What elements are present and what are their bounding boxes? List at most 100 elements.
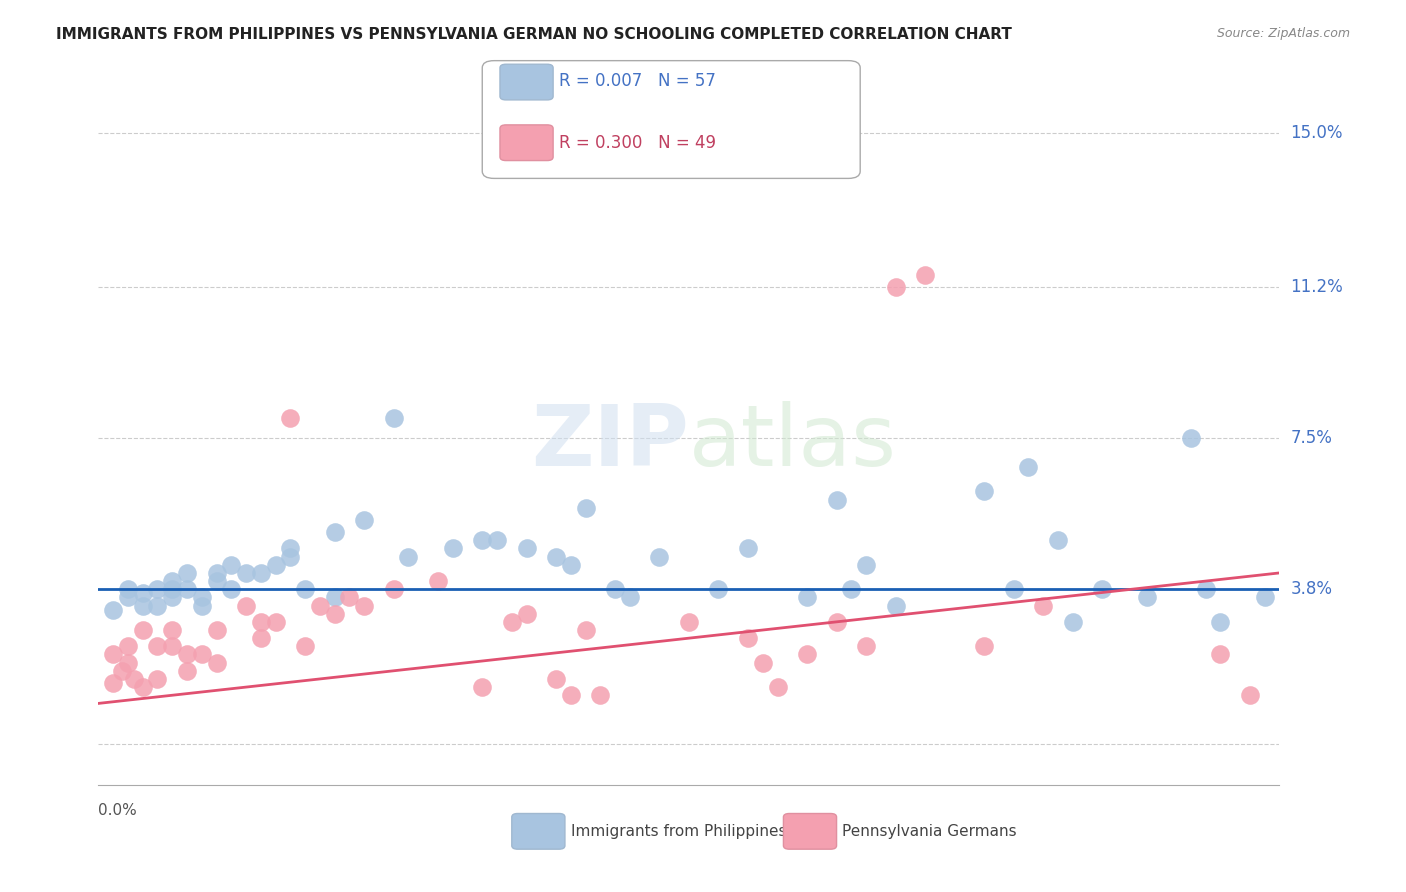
Point: [176, 664, 198, 678]
Point: [884, 280, 907, 294]
Point: [205, 574, 228, 588]
Point: [162, 574, 183, 588]
Point: [323, 591, 346, 605]
Point: [264, 558, 287, 572]
Point: [825, 615, 848, 629]
Point: [176, 648, 198, 662]
Point: [575, 500, 598, 515]
Point: [294, 582, 316, 597]
Point: [737, 631, 759, 645]
Text: IMMIGRANTS FROM PHILIPPINES VS PENNSYLVANIA GERMAN NO SCHOOLING COMPLETED CORREL: IMMIGRANTS FROM PHILIPPINES VS PENNSYLVA…: [56, 27, 1012, 42]
Point: [323, 525, 346, 540]
Point: [560, 558, 582, 572]
Point: [1018, 459, 1040, 474]
Point: [1046, 533, 1070, 548]
Text: 15.0%: 15.0%: [1291, 123, 1343, 142]
Point: [132, 680, 155, 694]
Point: [280, 411, 302, 425]
Point: [678, 615, 700, 629]
Point: [855, 640, 877, 654]
Point: [1195, 582, 1218, 597]
Point: [146, 672, 169, 686]
Point: [973, 484, 995, 499]
Point: [1209, 648, 1232, 662]
FancyBboxPatch shape: [501, 64, 553, 100]
Text: 3.8%: 3.8%: [1291, 580, 1333, 599]
Point: [353, 513, 375, 527]
Point: [176, 566, 198, 580]
Point: [486, 533, 509, 548]
Point: [471, 680, 494, 694]
Point: [146, 582, 169, 597]
Point: [191, 591, 214, 605]
Point: [250, 566, 273, 580]
Point: [382, 411, 405, 425]
Point: [103, 676, 125, 690]
FancyBboxPatch shape: [512, 814, 565, 849]
Point: [132, 586, 155, 600]
Point: [546, 549, 568, 564]
Point: [235, 599, 257, 613]
Point: [914, 268, 936, 283]
Point: [176, 582, 198, 597]
Point: [619, 591, 641, 605]
Point: [973, 640, 995, 654]
Point: [191, 648, 214, 662]
Point: [546, 672, 568, 686]
Point: [353, 599, 375, 613]
FancyBboxPatch shape: [501, 803, 1008, 856]
Point: [280, 549, 302, 564]
FancyBboxPatch shape: [482, 61, 860, 178]
Point: [294, 640, 316, 654]
Point: [205, 566, 228, 580]
Point: [441, 541, 464, 556]
Text: Immigrants from Philippines: Immigrants from Philippines: [571, 824, 786, 838]
Point: [117, 591, 139, 605]
Point: [575, 623, 598, 637]
Point: [1136, 591, 1159, 605]
Point: [1209, 615, 1232, 629]
Point: [471, 533, 494, 548]
FancyBboxPatch shape: [783, 814, 837, 849]
Point: [205, 656, 228, 670]
Point: [339, 591, 361, 605]
Point: [796, 648, 818, 662]
Text: atlas: atlas: [689, 401, 897, 484]
Point: [1254, 591, 1277, 605]
Text: 11.2%: 11.2%: [1291, 278, 1343, 296]
Point: [122, 672, 145, 686]
Point: [323, 607, 346, 621]
FancyBboxPatch shape: [501, 125, 553, 161]
Text: R = 0.300   N = 49: R = 0.300 N = 49: [560, 134, 716, 152]
Point: [1002, 582, 1025, 597]
Point: [648, 549, 671, 564]
Point: [162, 582, 183, 597]
Text: 0.0%: 0.0%: [98, 803, 138, 818]
Point: [1239, 688, 1261, 702]
Point: [766, 680, 789, 694]
Point: [841, 582, 863, 597]
Point: [589, 688, 612, 702]
Point: [796, 591, 818, 605]
Point: [250, 631, 273, 645]
Point: [235, 566, 257, 580]
Point: [1180, 431, 1202, 445]
Text: Source: ZipAtlas.com: Source: ZipAtlas.com: [1216, 27, 1350, 40]
Text: Pennsylvania Germans: Pennsylvania Germans: [842, 824, 1017, 838]
Point: [132, 599, 155, 613]
Point: [162, 623, 183, 637]
Point: [117, 640, 139, 654]
Point: [884, 599, 907, 613]
Point: [221, 558, 243, 572]
Point: [205, 623, 228, 637]
Point: [264, 615, 287, 629]
Point: [516, 541, 538, 556]
Point: [103, 648, 125, 662]
Text: ZIP: ZIP: [531, 401, 689, 484]
Point: [398, 549, 420, 564]
Point: [221, 582, 243, 597]
Text: R = 0.007   N = 57: R = 0.007 N = 57: [560, 71, 716, 89]
Point: [752, 656, 775, 670]
Point: [382, 582, 405, 597]
Point: [501, 615, 523, 629]
